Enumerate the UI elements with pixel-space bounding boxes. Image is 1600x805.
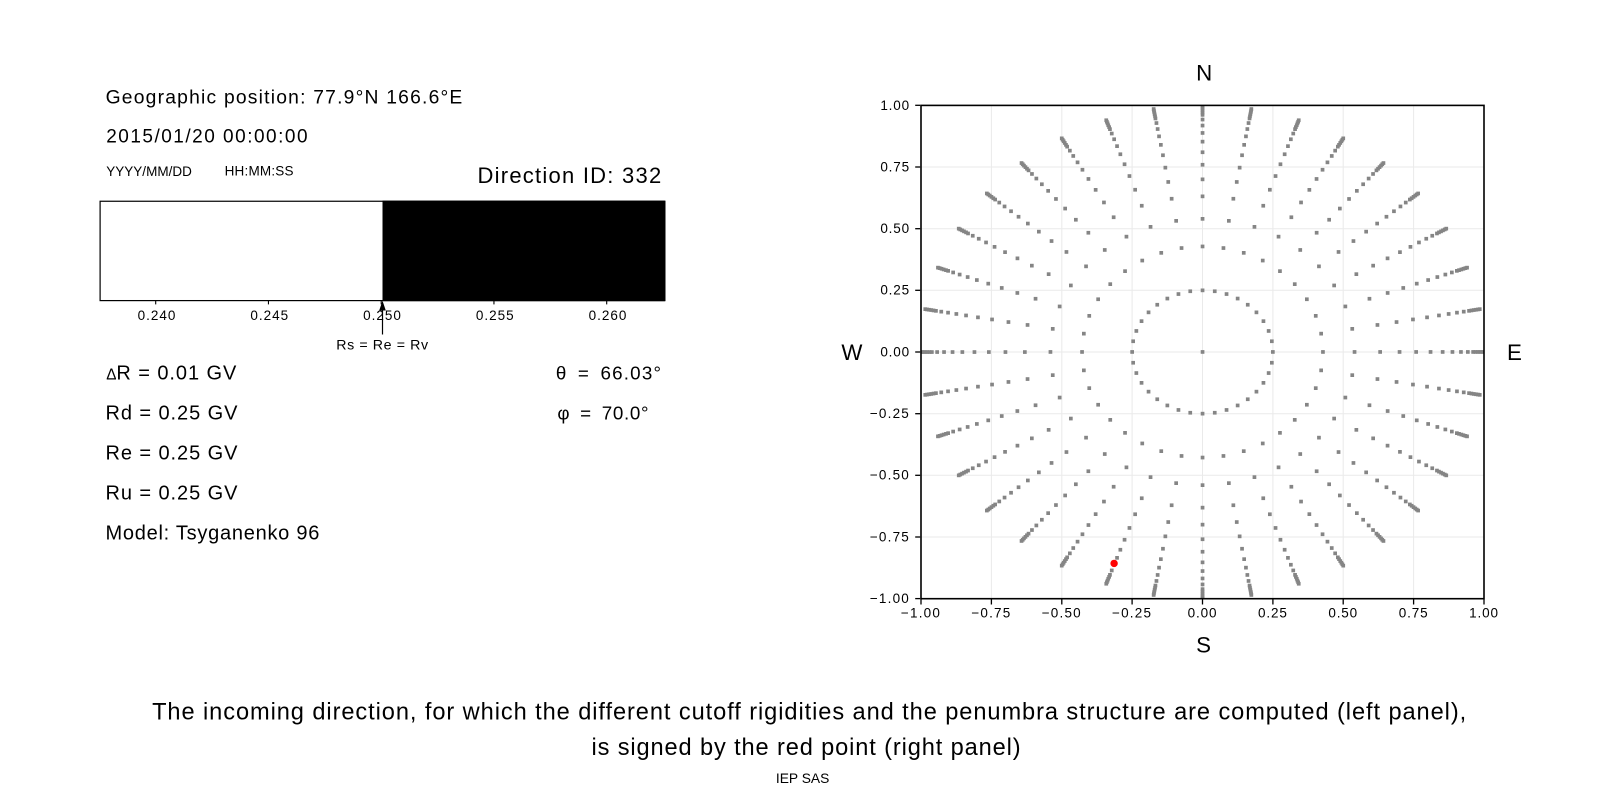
svg-text:0.75: 0.75 bbox=[1399, 605, 1429, 620]
svg-text:is signed by the red point (ri: is signed by the red point (right panel) bbox=[592, 735, 1022, 761]
svg-text:Geographic position: 77.9°N 16: Geographic position: 77.9°N 166.6°E bbox=[106, 87, 464, 108]
svg-text:N: N bbox=[1196, 60, 1212, 85]
svg-text:Rd = 0.25 GV: Rd = 0.25 GV bbox=[105, 402, 238, 424]
svg-text:−0.50: −0.50 bbox=[1042, 605, 1082, 620]
svg-text:0.25: 0.25 bbox=[880, 283, 910, 298]
svg-text:0.75: 0.75 bbox=[880, 159, 910, 174]
svg-text:−1.00: −1.00 bbox=[870, 591, 910, 606]
svg-text:S: S bbox=[1196, 632, 1211, 657]
svg-text:0.245: 0.245 bbox=[250, 308, 289, 323]
svg-text:YYYY/MM/DD: YYYY/MM/DD bbox=[106, 164, 192, 179]
svg-text:0.260: 0.260 bbox=[589, 308, 628, 323]
svg-text:ΔR = 0.01 GV: ΔR = 0.01 GV bbox=[106, 362, 237, 384]
svg-text:Ru = 0.25 GV: Ru = 0.25 GV bbox=[105, 482, 238, 504]
svg-text:−1.00: −1.00 bbox=[901, 605, 941, 620]
svg-text:0.255: 0.255 bbox=[476, 308, 515, 323]
svg-text:2015/01/20 00:00:00: 2015/01/20 00:00:00 bbox=[106, 127, 309, 148]
svg-text:−0.50: −0.50 bbox=[870, 468, 910, 483]
svg-text:1.00: 1.00 bbox=[880, 98, 910, 113]
svg-text:0.50: 0.50 bbox=[880, 221, 910, 236]
svg-text:Rs = Re = Rv: Rs = Re = Rv bbox=[336, 337, 429, 353]
svg-text:The incoming direction, for wh: The incoming direction, for which the di… bbox=[152, 699, 1467, 725]
svg-text:φ = 70.0°: φ = 70.0° bbox=[557, 402, 649, 423]
svg-text:0.240: 0.240 bbox=[138, 308, 177, 323]
svg-text:−0.25: −0.25 bbox=[1112, 605, 1152, 620]
svg-text:−0.25: −0.25 bbox=[870, 406, 910, 421]
svg-text:θ = 66.03°: θ = 66.03° bbox=[556, 363, 662, 384]
svg-text:HH:MM:SS: HH:MM:SS bbox=[225, 164, 294, 179]
svg-text:1.00: 1.00 bbox=[1469, 605, 1499, 620]
svg-text:IEP SAS: IEP SAS bbox=[776, 771, 829, 786]
svg-text:0.50: 0.50 bbox=[1328, 605, 1358, 620]
svg-text:0.00: 0.00 bbox=[880, 344, 910, 359]
svg-text:Model: Tsyganenko 96: Model: Tsyganenko 96 bbox=[105, 522, 320, 544]
svg-text:E: E bbox=[1507, 340, 1522, 365]
svg-text:W: W bbox=[841, 340, 862, 365]
svg-text:0.00: 0.00 bbox=[1188, 605, 1218, 620]
svg-text:−0.75: −0.75 bbox=[971, 605, 1011, 620]
svg-text:−0.75: −0.75 bbox=[870, 529, 910, 544]
svg-text:Re = 0.25 GV: Re = 0.25 GV bbox=[105, 442, 238, 464]
svg-text:0.25: 0.25 bbox=[1258, 605, 1288, 620]
svg-text:Direction ID: 332: Direction ID: 332 bbox=[478, 163, 663, 188]
